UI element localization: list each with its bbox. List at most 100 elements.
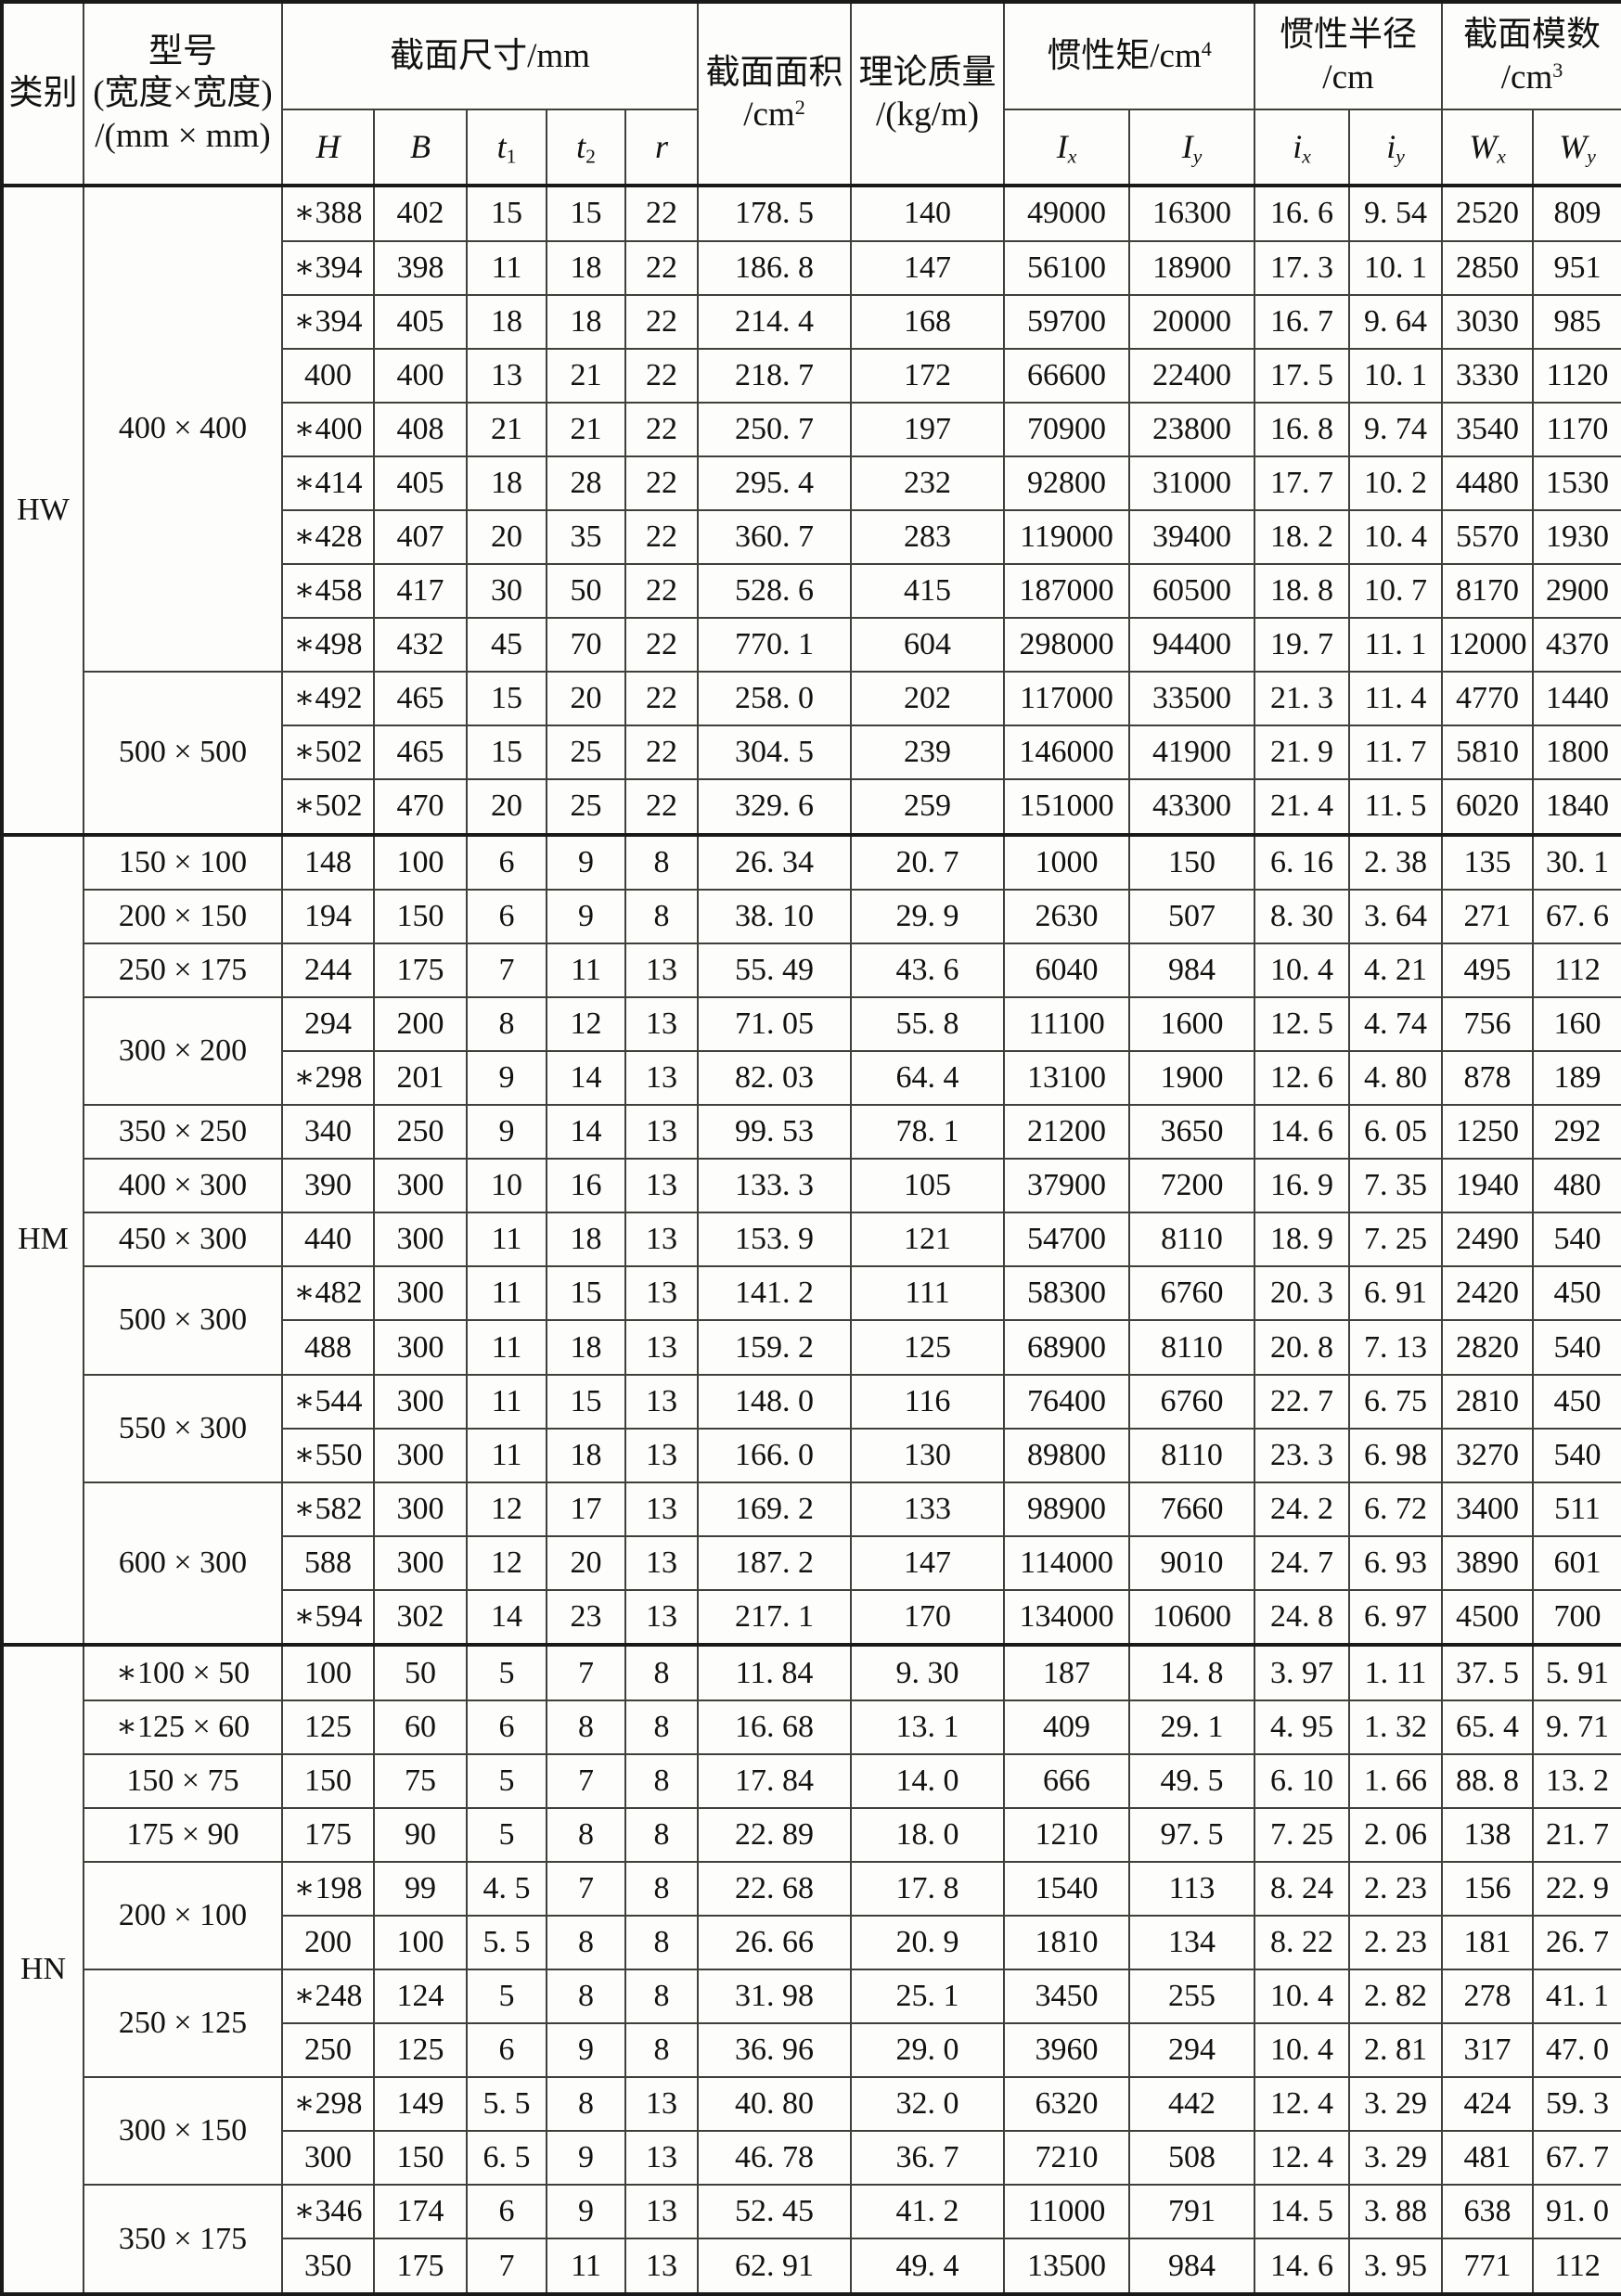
cell-Iy: 508 — [1128, 2130, 1256, 2187]
cell-area: 52. 45 — [697, 2184, 853, 2240]
cell-area: 186. 8 — [697, 239, 853, 296]
cell-t1: 13 — [466, 347, 547, 404]
cell-Ix: 2630 — [1003, 889, 1131, 945]
cell-r: 22 — [624, 508, 700, 565]
cell-area: 304. 5 — [697, 724, 853, 780]
cell-iy: 6. 72 — [1348, 1481, 1444, 1537]
cell-Ix: 11000 — [1003, 2184, 1131, 2240]
cell-t1: 12 — [466, 1534, 547, 1591]
cell-r: 8 — [624, 889, 700, 945]
cell-ix: 24. 2 — [1254, 1481, 1351, 1537]
header-section-area: 截面面积 /cm2 — [697, 1, 853, 186]
cell-B: 302 — [373, 1588, 468, 1647]
cell-Ix: 56100 — [1003, 239, 1131, 296]
cell-H: ∗394 — [281, 239, 375, 296]
table-row: 350 175 7 11 13 62. 91 49. 4 13500 984 14. 6 3. 95… — [2, 2238, 1621, 2295]
cell-area: 26. 66 — [697, 1915, 853, 1971]
cell-Iy: 6760 — [1128, 1373, 1256, 1430]
cell-iy: 3. 88 — [1348, 2184, 1444, 2240]
cell-B: 407 — [373, 508, 468, 565]
cell-iy: 3. 64 — [1348, 889, 1444, 945]
cell-iy: 6. 75 — [1348, 1373, 1444, 1430]
cell-Wy: 809 — [1532, 185, 1621, 242]
cell-Ix: 151000 — [1003, 777, 1131, 836]
cell-t1: 7 — [466, 2238, 547, 2295]
cell-r: 8 — [624, 1643, 700, 1701]
cell-Ix: 98900 — [1003, 1481, 1131, 1537]
table-row: ∗414 405 18 28 22 295. 4 232 92800 31000 17. 7 10.… — [2, 455, 1621, 511]
cell-t1: 8 — [466, 996, 547, 1053]
cell-H: ∗298 — [281, 2076, 375, 2133]
cell-B: 400 — [373, 347, 468, 404]
cell-r: 8 — [624, 1969, 700, 2025]
table-row: HN ∗100 × 50 100 50 5 7 8 11. 84 9. 30 187 14. 8 3.… — [1, 1643, 1621, 2295]
cell-t1: 20 — [466, 508, 547, 565]
cell-Ix: 1540 — [1003, 1861, 1131, 1918]
cell-iy: 7. 13 — [1348, 1319, 1444, 1376]
cell-r: 13 — [624, 2184, 700, 2240]
cell-Iy: 134 — [1128, 1915, 1256, 1971]
header-moment-of-inertia: 惯性矩/cm4 — [1003, 1, 1256, 110]
cell-area: 40. 80 — [697, 2076, 853, 2133]
cell-H: ∗502 — [281, 724, 375, 780]
cell-t1: 9 — [466, 1104, 547, 1161]
cell-t2: 25 — [546, 724, 626, 780]
cell-Wy: 59. 3 — [1532, 2076, 1621, 2133]
cell-area: 26. 34 — [697, 832, 853, 891]
cell-mass: 14. 0 — [850, 1752, 1006, 1809]
cell-mass: 140 — [850, 185, 1006, 242]
cell-Wy: 511 — [1532, 1481, 1621, 1537]
cell-B: 300 — [373, 1158, 468, 1214]
cell-Wy: 67. 7 — [1532, 2130, 1621, 2187]
cell-Wy: 540 — [1532, 1212, 1621, 1268]
cell-Iy: 41900 — [1128, 724, 1256, 780]
table-row: 350 × 175 ∗346 174 6 9 13 52. 45 41. 2 11000 791 1… — [2, 2184, 1621, 2295]
cell-Wx: 3540 — [1441, 401, 1535, 457]
cell-B: 465 — [373, 724, 468, 780]
header-model: 型号 (宽度×宽度) /(mm × mm) — [83, 1, 283, 186]
cell-H: ∗502 — [281, 777, 375, 836]
cell-t1: 5. 5 — [466, 1915, 547, 1971]
table-row: 400 × 300 390 300 10 16 13 133. 3 105 37900 7200 1… — [2, 1158, 1621, 1214]
cell-H: 194 — [281, 889, 375, 945]
header-col-iy: iy — [1348, 109, 1444, 186]
cell-mass: 604 — [850, 616, 1006, 673]
cell-Iy: 294 — [1128, 2022, 1256, 2079]
cell-Ix: 409 — [1003, 1699, 1131, 1755]
cell-iy: 7. 25 — [1348, 1212, 1444, 1268]
cell-iy: 10. 1 — [1348, 239, 1444, 296]
cell-area: 16. 68 — [697, 1699, 853, 1755]
cell-area: 178. 5 — [697, 185, 853, 242]
cell-t1: 7 — [466, 943, 547, 999]
cell-t1: 11 — [466, 1319, 547, 1376]
cell-area: 218. 7 — [697, 347, 853, 404]
cell-t2: 14 — [546, 1104, 626, 1161]
cell-r: 13 — [624, 1050, 700, 1107]
table-row: 250 × 175 244 175 7 11 13 55. 49 43. 6 6040 984 10… — [2, 943, 1621, 999]
cell-H: 150 — [281, 1752, 375, 1809]
cell-t2: 21 — [546, 347, 626, 404]
cell-t2: 18 — [546, 1319, 626, 1376]
cell-H: ∗498 — [281, 616, 375, 673]
cell-Wy: 1120 — [1532, 347, 1621, 404]
cell-Wy: 5. 91 — [1532, 1643, 1621, 1701]
model-cell: 350 × 250 — [83, 1104, 283, 1161]
cell-r: 22 — [624, 239, 700, 296]
cell-area: 214. 4 — [697, 293, 853, 350]
cell-r: 13 — [624, 1481, 700, 1537]
cell-t1: 5 — [466, 1643, 547, 1701]
cell-Wy: 160 — [1532, 996, 1621, 1053]
cell-r: 13 — [624, 2238, 700, 2295]
cell-B: 200 — [373, 996, 468, 1053]
cell-Wy: 2900 — [1532, 562, 1621, 619]
cell-r: 13 — [624, 1104, 700, 1161]
cell-B: 175 — [373, 2238, 468, 2295]
cell-t1: 4. 5 — [466, 1861, 547, 1918]
cell-Wx: 638 — [1441, 2184, 1535, 2240]
cell-mass: 78. 1 — [850, 1104, 1006, 1161]
cell-ix: 20. 3 — [1254, 1265, 1351, 1322]
cell-mass: 25. 1 — [850, 1969, 1006, 2025]
cell-H: ∗550 — [281, 1427, 375, 1483]
cell-ix: 21. 9 — [1254, 724, 1351, 780]
table-row: HW 400 × 400 ∗388 402 15 15 22 178. 5 140 49000 16… — [1, 185, 1621, 836]
